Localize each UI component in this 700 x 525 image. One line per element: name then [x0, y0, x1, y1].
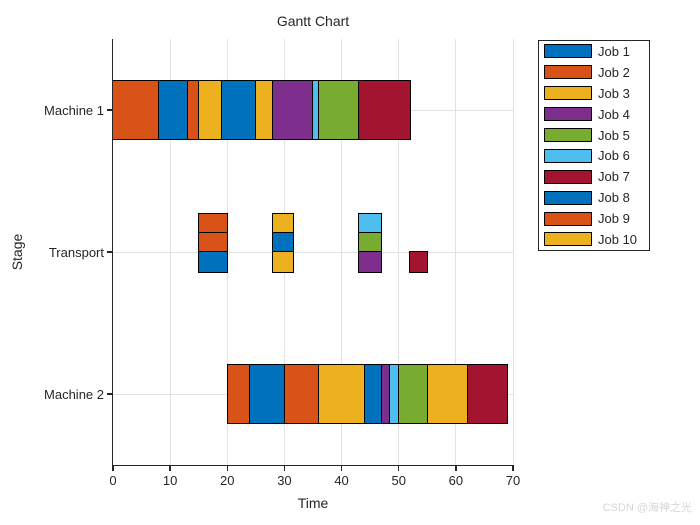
x-axis-line [111, 464, 514, 466]
gantt-bar [317, 364, 366, 424]
gantt-bar [272, 251, 294, 273]
gridline-horizontal [113, 251, 513, 253]
y-tick-mark [107, 393, 112, 395]
legend-label: Job 5 [598, 127, 630, 143]
legend-entry: Job 4 [539, 104, 649, 125]
legend-entry: Job 9 [539, 208, 649, 229]
legend-label: Job 2 [598, 64, 630, 80]
x-tick-label: 60 [448, 473, 464, 488]
legend: Job 1 Job 2 Job 3 Job 4 Job 5 Job 6 Job 7 Job 8… [538, 40, 650, 251]
gantt-bar [249, 364, 286, 424]
legend-label: Job 8 [598, 190, 630, 206]
gantt-bar [112, 80, 160, 140]
gantt-bar [197, 232, 229, 253]
legend-entry: Job 1 [539, 41, 649, 62]
gantt-bar [357, 213, 383, 234]
gantt-bar [426, 364, 469, 424]
legend-entry: Job 2 [539, 62, 649, 83]
legend-label: Job 6 [598, 148, 630, 164]
gantt-bar [363, 364, 383, 424]
legend-label: Job 9 [598, 211, 630, 227]
y-tick-mark [107, 109, 112, 111]
legend-swatch [544, 128, 592, 142]
legend-label: Job 10 [598, 231, 638, 247]
legend-swatch [544, 86, 592, 101]
y-tick-mark [107, 251, 112, 253]
gantt-bar [466, 364, 509, 424]
x-tick-label: 40 [334, 473, 349, 488]
legend-swatch [544, 65, 592, 80]
plot-area [112, 39, 514, 465]
legend-swatch [544, 190, 592, 205]
legend-entry: Job 6 [539, 145, 649, 166]
legend-label: Job 3 [598, 85, 630, 101]
gantt-bar [397, 364, 429, 424]
x-tick-mark [112, 466, 114, 471]
legend-swatch [544, 232, 592, 247]
gantt-bar [409, 251, 429, 273]
x-tick-label: 0 [109, 473, 117, 488]
gantt-bar [197, 213, 229, 234]
x-tick-mark [283, 466, 286, 471]
gridline-vertical [512, 39, 514, 465]
x-tick-label: 20 [220, 473, 235, 488]
stage-label: Machine 1 [44, 103, 104, 118]
gantt-bar [357, 80, 411, 140]
x-axis-label: Time [297, 495, 329, 511]
chart-title: Gantt Chart [276, 13, 350, 29]
legend-entry: Job 5 [539, 125, 649, 146]
legend-label: Job 4 [598, 106, 630, 122]
gantt-bar [255, 80, 274, 140]
stage-label: Machine 2 [44, 387, 104, 402]
legend-entry: Job 10 [539, 229, 649, 250]
gantt-bar [220, 80, 257, 140]
x-tick-mark [398, 466, 400, 471]
gantt-bar [357, 251, 383, 273]
gantt-bar [357, 232, 383, 253]
legend-entry: Job 8 [539, 187, 649, 208]
x-tick-label: 10 [162, 473, 178, 488]
legend-swatch [544, 148, 592, 163]
gantt-bar [157, 80, 189, 140]
x-tick-label: 70 [505, 473, 521, 488]
legend-swatch [544, 107, 592, 122]
x-tick-label: 50 [391, 473, 406, 488]
x-tick-mark [169, 466, 171, 471]
gantt-bar [272, 80, 314, 140]
x-tick-mark [512, 466, 514, 471]
legend-label: Job 1 [598, 43, 630, 59]
legend-entry: Job 7 [539, 166, 649, 187]
y-axis-label: Stage [9, 233, 25, 271]
legend-entry: Job 3 [539, 83, 649, 104]
watermark: CSDN @海神之光 [602, 502, 692, 514]
gantt-bar [197, 80, 223, 140]
gantt-bar [272, 232, 294, 253]
gantt-bar [317, 80, 360, 140]
y-axis-line [111, 39, 114, 466]
legend-label: Job 7 [598, 169, 630, 185]
stage-label: Transport [48, 245, 104, 260]
legend-swatch [544, 169, 592, 184]
x-tick-mark [455, 466, 457, 471]
x-tick-mark [226, 466, 228, 471]
gantt-bar [226, 364, 251, 424]
gantt-bar [272, 213, 294, 234]
gantt-bar [283, 364, 320, 424]
x-tick-mark [340, 466, 343, 471]
legend-swatch [544, 211, 592, 226]
x-tick-label: 30 [277, 473, 292, 488]
legend-swatch [544, 44, 592, 59]
gantt-bar [197, 251, 229, 273]
